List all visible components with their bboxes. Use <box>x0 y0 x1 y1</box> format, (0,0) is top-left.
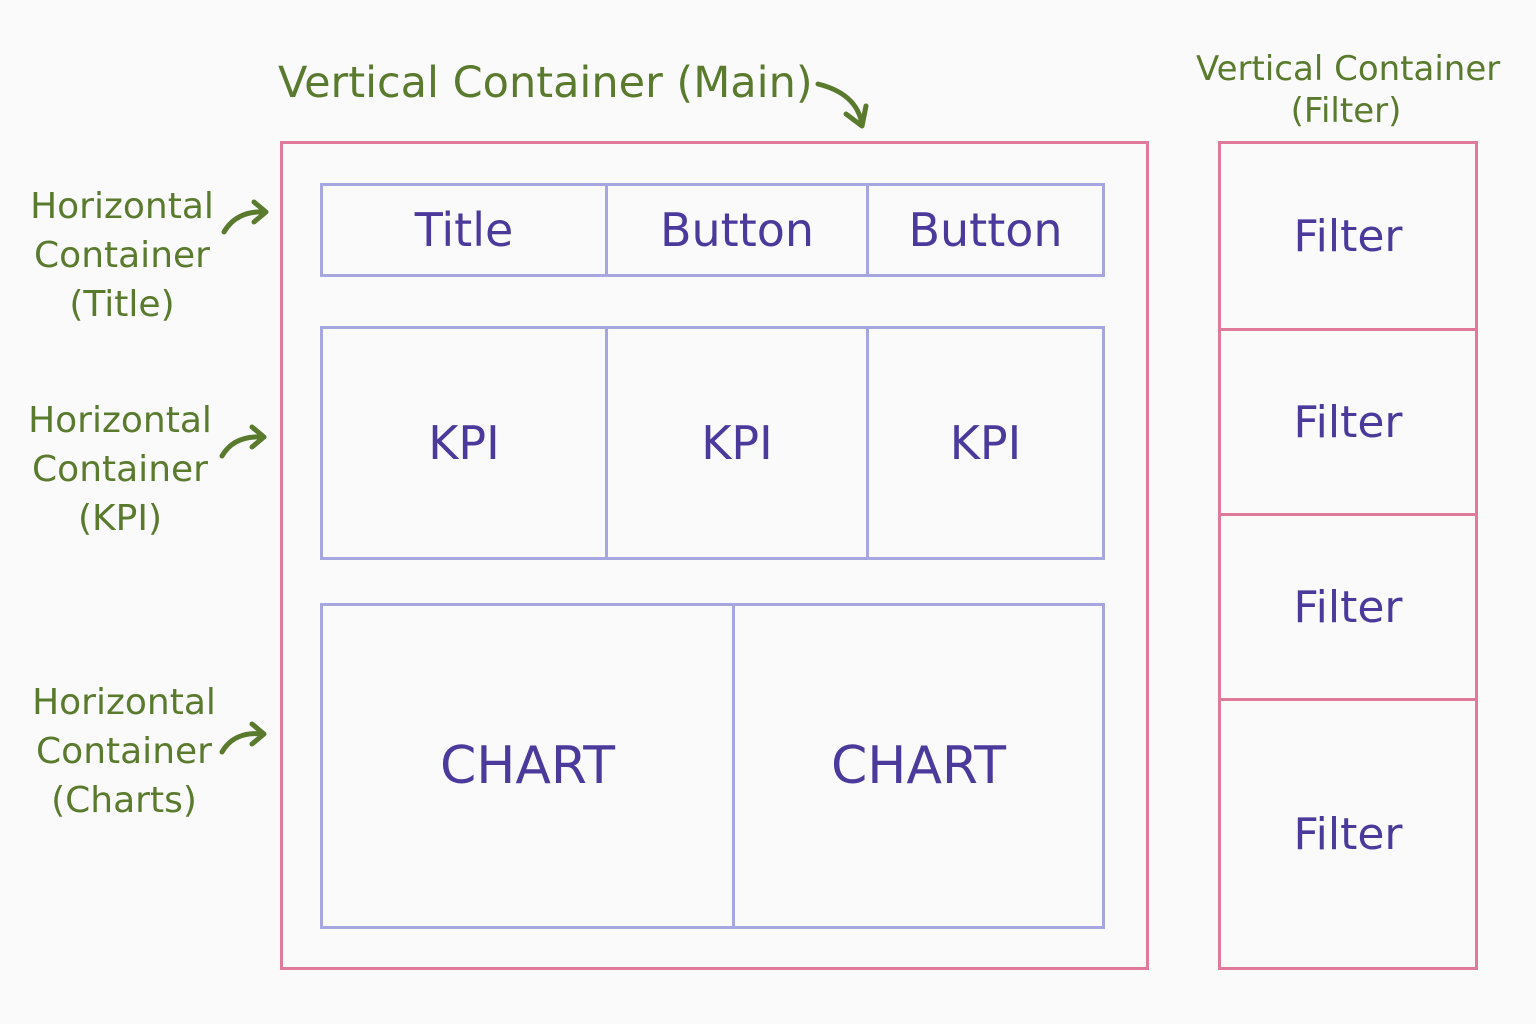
filter-cell-2: Filter <box>1221 331 1475 516</box>
kpi-row-label-line-3: (KPI) <box>77 498 163 539</box>
title-row-arrow-icon <box>221 209 267 235</box>
kpi-row-label-line-2: Container <box>32 449 208 490</box>
kpi-row-label: Horizontal Container (KPI) <box>20 396 220 543</box>
kpi-row-arrow-icon <box>219 434 265 459</box>
filter-cell-1: Filter <box>1221 144 1475 331</box>
filter-container-label-line-2: (Filter) <box>1290 91 1402 131</box>
chart-horizontal-container: CHART CHART <box>320 603 1105 929</box>
main-container-label: Vertical Container (Main) <box>278 58 813 108</box>
button-cell-1: Button <box>608 186 869 274</box>
kpi-cell-3: KPI <box>949 416 1022 470</box>
title-row-label-line-3: (Title) <box>69 284 175 325</box>
chart-row-label-line-1: Horizontal <box>32 682 216 723</box>
title-horizontal-container: Title Button Button <box>320 183 1105 277</box>
filter-cell-4: Filter <box>1293 808 1403 860</box>
kpi-cell-2: KPI <box>608 329 869 557</box>
main-label-arrowhead-icon <box>843 103 869 129</box>
main-vertical-container <box>280 141 1149 970</box>
kpi-horizontal-container: KPI KPI KPI <box>320 326 1105 560</box>
kpi-cell-1: KPI <box>323 329 608 557</box>
title-row-arrowhead-icon <box>251 199 269 225</box>
kpi-row-arrowhead-icon <box>249 424 267 450</box>
title-row-label-line-2: Container <box>34 235 210 276</box>
chart-cell-2: CHART <box>830 736 1007 796</box>
chart-row-arrow-icon <box>219 731 265 755</box>
title-row-label: Horizontal Container (Title) <box>22 182 222 329</box>
chart-row-label-line-2: Container <box>36 731 212 772</box>
chart-cell-1: CHART <box>323 606 735 926</box>
button-cell-2: Button <box>908 203 1063 257</box>
title-row-label-line-1: Horizontal <box>30 186 214 227</box>
filter-container-label-line-1: Vertical Container <box>1196 49 1501 89</box>
filter-container-label: Vertical Container (Filter) <box>1196 48 1501 132</box>
filter-cell-3: Filter <box>1221 516 1475 701</box>
chart-row-label-line-3: (Charts) <box>51 780 197 821</box>
title-cell: Title <box>323 186 608 274</box>
filter-vertical-container: Filter Filter Filter Filter <box>1218 141 1478 970</box>
chart-row-arrowhead-icon <box>249 721 267 747</box>
main-label-arrow-icon <box>815 81 865 127</box>
chart-row-label: Horizontal Container (Charts) <box>24 678 224 825</box>
kpi-row-label-line-1: Horizontal <box>28 400 212 441</box>
